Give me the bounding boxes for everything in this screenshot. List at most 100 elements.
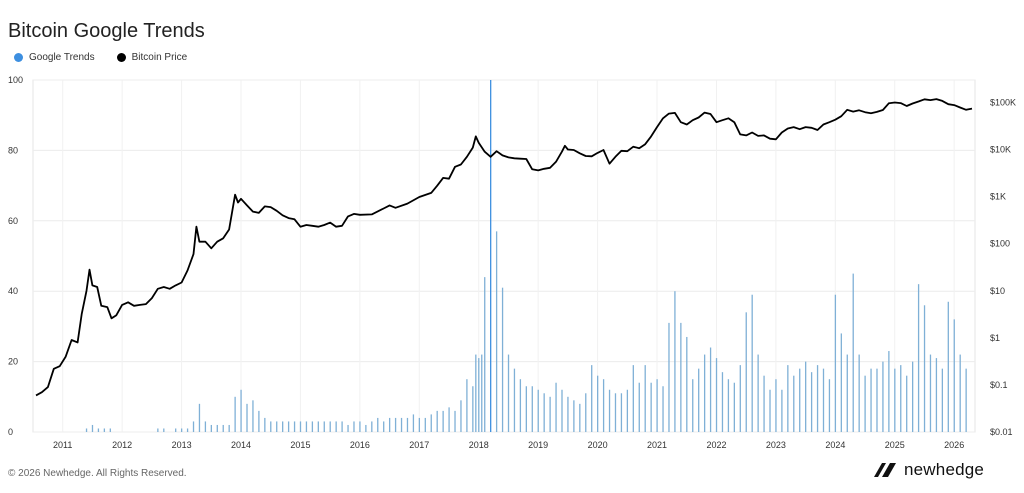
trends-bar-139[interactable] [846,354,848,432]
trends-bar-93[interactable] [573,400,575,432]
trends-bar-63[interactable] [406,417,409,432]
trends-bar-66[interactable] [424,417,426,432]
trends-bar-116[interactable] [709,347,712,432]
trends-bar-44[interactable] [293,421,296,432]
trends-bar-88[interactable] [543,393,545,432]
trends-bar-68[interactable] [436,410,438,432]
trends-bar-61[interactable] [394,417,397,432]
trends-bar-22[interactable] [163,428,165,432]
trends-bar-64[interactable] [412,414,415,432]
trends-bar-132[interactable] [805,361,807,432]
trends-bar-46[interactable] [305,421,308,432]
trends-bar-13[interactable] [109,428,111,432]
trends-bar-129[interactable] [787,365,789,432]
trends-bar-80[interactable] [495,231,498,432]
trends-bar-138[interactable] [840,333,842,432]
trends-bar-152[interactable] [923,305,926,432]
trends-bar-157[interactable] [953,319,955,432]
trends-bar-119[interactable] [727,379,730,432]
trends-bar-41[interactable] [276,421,278,432]
trends-bar-123[interactable] [751,294,753,432]
trends-bar-82[interactable] [507,354,510,432]
trends-bar-31[interactable] [216,424,218,432]
trends-bar-40[interactable] [270,421,272,432]
trends-bar-95[interactable] [585,393,587,432]
trends-bar-37[interactable] [252,400,254,432]
trends-bar-71[interactable] [454,410,456,432]
trends-bar-117[interactable] [715,358,718,432]
trends-bar-94[interactable] [579,403,581,432]
trends-bar-96[interactable] [591,365,593,432]
trends-bar-50[interactable] [329,421,331,432]
trends-bar-36[interactable] [246,403,248,432]
trends-bar-146[interactable] [888,351,890,432]
trends-bar-35[interactable] [240,389,242,432]
trends-bar-28[interactable] [198,403,201,432]
trends-bar-33[interactable] [228,424,230,432]
trends-bar-145[interactable] [882,361,884,432]
trends-bar-103[interactable] [632,365,634,432]
legend-item-google-trends[interactable]: Google Trends [14,52,95,63]
trends-bar-21[interactable] [157,428,159,432]
trends-bar-47[interactable] [311,421,314,432]
trends-bar-90[interactable] [555,382,557,432]
trends-bar-25[interactable] [180,428,183,432]
trends-bar-133[interactable] [810,372,813,432]
chart-plot[interactable]: 0 20 40 60 80 100 2011 2012 2013 2014 2015 2016 2017… [0,70,1024,462]
trends-bar-109[interactable] [668,322,670,432]
trends-bar-134[interactable] [816,365,819,432]
bitcoin-price-line[interactable] [35,98,973,397]
trends-bar-130[interactable] [793,375,795,432]
trends-bar-73[interactable] [466,379,468,432]
trends-bar-118[interactable] [721,372,724,432]
trends-bar-99[interactable] [608,389,611,432]
trends-bar-77[interactable] [478,358,480,432]
trends-bar-27[interactable] [192,421,195,432]
trends-bar-108[interactable] [662,386,664,432]
trends-bar-57[interactable] [371,421,373,432]
trends-bar-144[interactable] [876,368,878,432]
trends-bar-98[interactable] [602,379,605,432]
trends-bar-142[interactable] [864,375,866,432]
trends-bar-128[interactable] [781,389,783,432]
trends-bar-53[interactable] [347,424,349,432]
trends-bar-115[interactable] [703,354,706,432]
trends-bar-107[interactable] [656,379,658,432]
trends-bar-85[interactable] [525,386,527,432]
trends-bar-38[interactable] [258,410,260,432]
trends-bar-56[interactable] [365,424,367,432]
trends-bar-154[interactable] [935,358,938,432]
legend-item-bitcoin-price[interactable]: Bitcoin Price [116,52,187,63]
trends-bar-83[interactable] [513,368,516,432]
trends-bar-86[interactable] [531,386,533,432]
trends-bar-59[interactable] [383,421,385,432]
trends-bar-158[interactable] [959,354,961,432]
trends-bar-151[interactable] [917,284,920,432]
trends-bar-67[interactable] [430,414,432,432]
trends-bar-49[interactable] [323,421,325,432]
trends-bar-127[interactable] [775,379,777,432]
trends-bar-124[interactable] [757,354,759,432]
trends-bar-32[interactable] [222,424,224,432]
trends-bar-79[interactable] [490,80,492,432]
trends-bar-97[interactable] [597,375,599,432]
trends-bar-81[interactable] [501,287,504,432]
trends-bar-110[interactable] [674,291,676,432]
trends-bar-149[interactable] [906,375,908,432]
trends-bar-131[interactable] [799,368,801,432]
trends-bar-92[interactable] [567,396,569,432]
trends-bar-55[interactable] [359,421,361,432]
trends-bar-126[interactable] [769,389,771,432]
trends-bar-114[interactable] [698,368,700,432]
trends-bar-42[interactable] [282,421,284,432]
trends-bar-153[interactable] [929,354,932,432]
trends-bar-24[interactable] [175,428,177,432]
trends-bar-30[interactable] [210,424,212,432]
trends-bar-12[interactable] [103,428,106,432]
trends-bar-84[interactable] [519,379,522,432]
trends-bar-9[interactable] [85,428,88,432]
trends-bar-136[interactable] [828,379,831,432]
trends-bar-112[interactable] [686,336,688,432]
trends-bar-11[interactable] [97,428,100,432]
trends-bar-69[interactable] [442,410,444,432]
